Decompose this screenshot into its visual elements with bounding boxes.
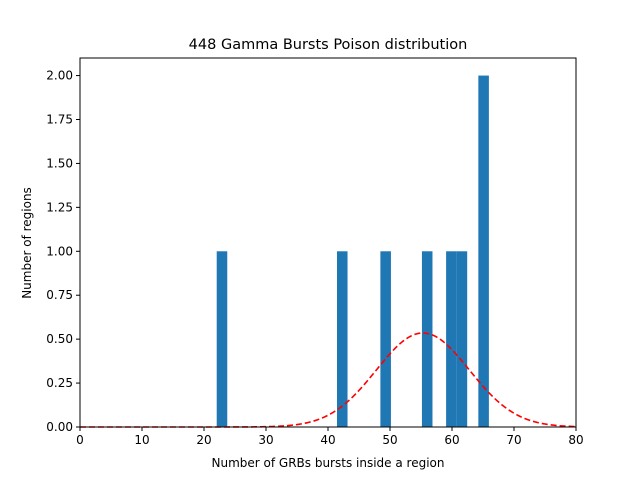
bar-3 — [421, 251, 433, 427]
y-tick-label-2: 0.50 — [46, 332, 73, 346]
fit-curve — [80, 332, 577, 428]
x-tick-label-3: 30 — [258, 433, 273, 447]
bar-6 — [478, 75, 489, 428]
y-tick-label-1: 0.25 — [46, 376, 73, 390]
y-tick-label-5: 1.25 — [46, 200, 73, 214]
x-axis-label: Number of GRBs bursts inside a region — [212, 456, 445, 470]
x-tick-label-7: 70 — [506, 433, 521, 447]
bar-0 — [216, 251, 228, 427]
y-tick-label-7: 1.75 — [46, 113, 73, 127]
y-tick-label-3: 0.75 — [46, 288, 73, 302]
bar-4 — [446, 251, 457, 427]
plot-frame — [79, 57, 577, 428]
x-tick-label-6: 60 — [444, 433, 459, 447]
x-tick-label-8: 80 — [568, 433, 583, 447]
bars — [216, 75, 489, 428]
y-tick-label-0: 0.00 — [46, 420, 73, 434]
bar-5 — [456, 251, 468, 427]
bar-2 — [380, 251, 391, 427]
y-tick-label-4: 1.00 — [46, 244, 73, 258]
y-axis-ticks: 0.00 0.25 0.50 0.75 1.00 1.25 1.50 1.75 2.00 — [46, 69, 80, 434]
x-tick-label-1: 10 — [134, 433, 149, 447]
x-tick-label-0: 0 — [76, 433, 84, 447]
y-tick-label-6: 1.50 — [46, 156, 73, 170]
y-tick-label-8: 2.00 — [46, 69, 73, 83]
x-tick-label-4: 40 — [320, 433, 335, 447]
y-axis-label: Number of regions — [20, 187, 34, 299]
fit-curve-layer — [80, 332, 577, 428]
x-axis-ticks: 0 10 20 30 40 50 60 70 80 — [76, 427, 584, 447]
x-tick-label-5: 50 — [382, 433, 397, 447]
bar-1 — [336, 251, 348, 427]
x-tick-label-2: 20 — [196, 433, 211, 447]
chart-title: 448 Gamma Bursts Poison distribution — [189, 37, 468, 53]
